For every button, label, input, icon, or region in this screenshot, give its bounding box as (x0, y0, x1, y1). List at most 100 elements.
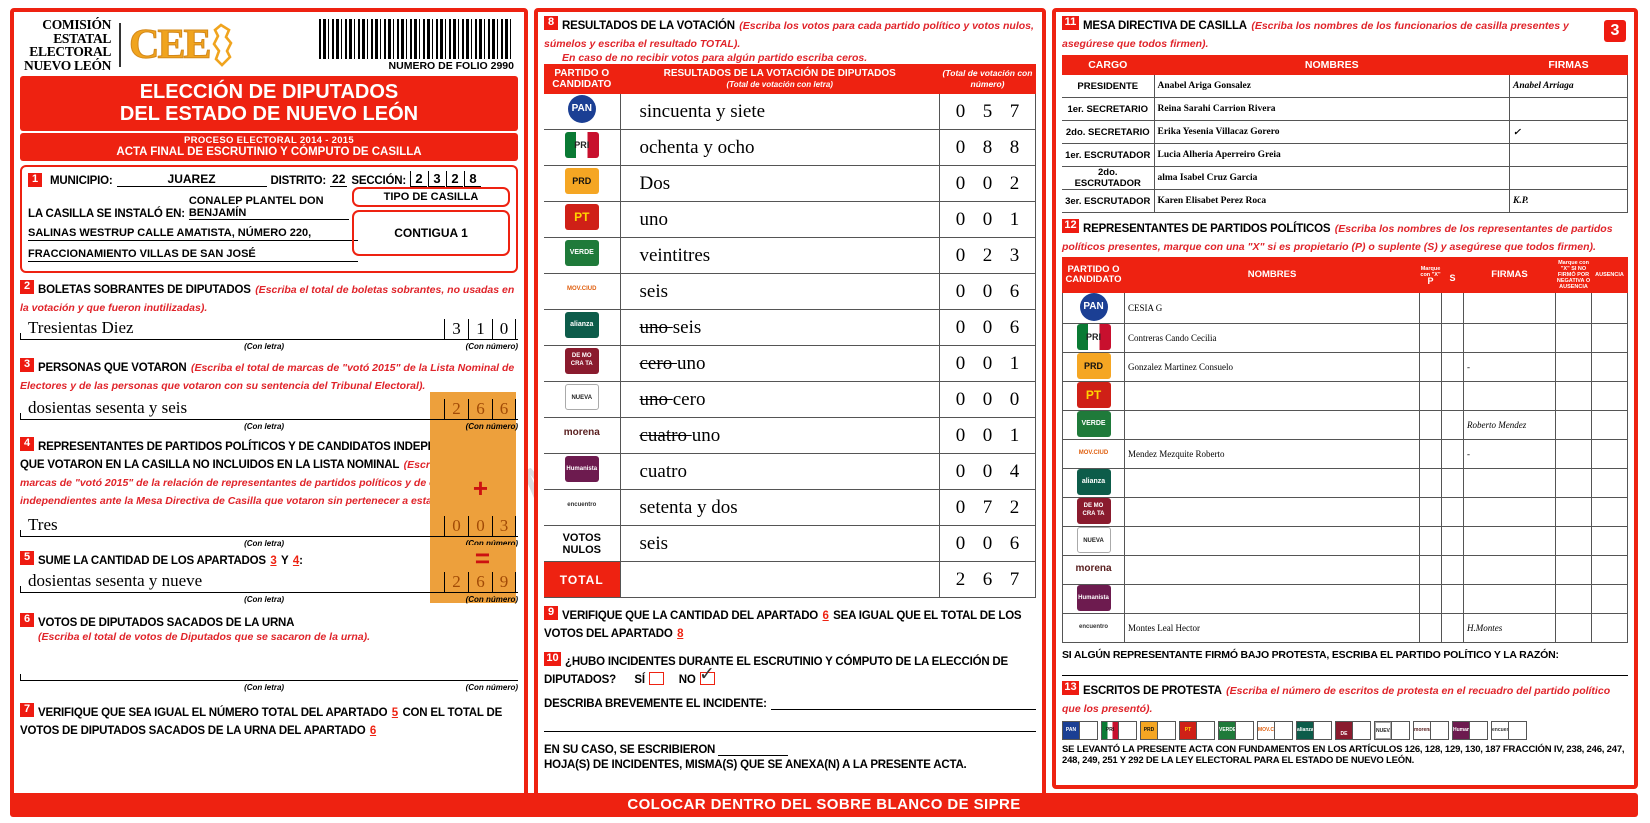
protest-count-input[interactable] (1470, 722, 1487, 739)
hojas-input[interactable] (718, 744, 789, 756)
propietario-cell[interactable] (1419, 555, 1442, 585)
propietario-cell[interactable] (1419, 381, 1442, 411)
suplente-cell[interactable] (1441, 555, 1464, 585)
protesta-input[interactable] (1062, 663, 1628, 676)
suplente-cell[interactable] (1441, 292, 1464, 324)
suplente-cell[interactable] (1441, 439, 1464, 469)
firma-cell[interactable]: Roberto Mendez (1463, 410, 1556, 440)
firma-cell[interactable]: - (1463, 352, 1556, 382)
section-2-digits[interactable]: 3 1 0 (444, 319, 516, 339)
propietario-cell[interactable] (1419, 292, 1442, 324)
firma-cell[interactable] (1463, 497, 1556, 527)
protest-count-input[interactable] (1158, 722, 1175, 739)
protest-count-input[interactable] (1197, 722, 1214, 739)
votes-letters-cell[interactable]: cero uno (619, 345, 940, 382)
ausencia-cell[interactable] (1591, 352, 1628, 382)
votes-letters-cell[interactable]: setenta y dos (619, 489, 940, 526)
ausencia-cell[interactable] (1591, 526, 1628, 556)
votes-letters-cell[interactable]: veintitres (619, 237, 940, 274)
ausencia-cell[interactable] (1591, 292, 1628, 324)
total-letters-cell[interactable] (619, 561, 940, 598)
section-2-letters[interactable]: Tresientas Diez (28, 318, 134, 337)
nombre-cell[interactable] (1124, 497, 1420, 527)
nombre-cell[interactable] (1124, 468, 1420, 498)
ausencia-cell[interactable] (1591, 584, 1628, 614)
protest-box[interactable]: VERDE (1218, 721, 1254, 740)
firma-cell[interactable] (1463, 292, 1556, 324)
nombre-cell[interactable] (1124, 555, 1420, 585)
suplente-cell[interactable] (1441, 526, 1464, 556)
negativa-cell[interactable] (1555, 323, 1592, 353)
nombre-cell[interactable] (1124, 381, 1420, 411)
suplente-cell[interactable] (1441, 584, 1464, 614)
propietario-cell[interactable] (1419, 497, 1442, 527)
tipo-casilla-value[interactable]: CONTIGUA 1 (352, 210, 510, 256)
ausencia-cell[interactable] (1591, 468, 1628, 498)
nombre-cell[interactable]: Karen Elisabet Perez Roca (1153, 189, 1510, 213)
firma-cell[interactable] (1463, 323, 1556, 353)
protest-count-input[interactable] (1392, 722, 1409, 739)
firma-cell[interactable] (1509, 143, 1628, 167)
seccion-digits[interactable]: 2 3 2 8 (410, 171, 482, 187)
votes-letters-cell[interactable]: ochenta y ocho (619, 129, 940, 166)
propietario-cell[interactable] (1419, 584, 1442, 614)
ausencia-cell[interactable] (1591, 613, 1628, 643)
nombre-cell[interactable]: Gonzalez Martinez Consuelo (1124, 352, 1420, 382)
nombre-cell[interactable]: CESIA G (1124, 292, 1420, 324)
negativa-cell[interactable] (1555, 292, 1592, 324)
incident-input-1[interactable] (770, 698, 1036, 710)
nombre-cell[interactable]: Reina Sarahi Carrion Rivera (1153, 97, 1510, 121)
votes-letters-cell[interactable]: uno cero (619, 381, 940, 418)
firma-cell[interactable]: K.P. (1509, 189, 1628, 213)
si-checkbox[interactable] (649, 672, 665, 686)
nombre-cell[interactable]: alma Isabel Cruz Garcia (1153, 166, 1510, 190)
negativa-cell[interactable] (1555, 381, 1592, 411)
ausencia-cell[interactable] (1591, 555, 1628, 585)
ausencia-cell[interactable] (1591, 381, 1628, 411)
nombre-cell[interactable]: Lucia Alheria Aperreiro Greia (1153, 143, 1510, 167)
section-5-letters[interactable]: dosientas sesenta y nueve (28, 571, 203, 590)
protest-box[interactable]: DE MO CRA TA (1335, 721, 1371, 740)
protest-count-input[interactable] (1431, 722, 1448, 739)
address-line-1[interactable]: CONALEP PLANTEL DON BENJAMÍN (188, 195, 349, 220)
protest-box[interactable]: PRI (1101, 721, 1137, 740)
votes-letters-cell[interactable]: seis (619, 273, 940, 310)
votes-letters-cell[interactable]: cuatro (619, 453, 940, 490)
propietario-cell[interactable] (1419, 352, 1442, 382)
firma-cell[interactable]: H.Montes (1463, 613, 1556, 643)
nombre-cell[interactable]: Montes Leal Hector (1124, 613, 1420, 643)
firma-cell[interactable] (1509, 166, 1628, 190)
protest-count-input[interactable] (1275, 722, 1292, 739)
negativa-cell[interactable] (1555, 584, 1592, 614)
section-3-letters[interactable]: dosientas sesenta y seis (28, 398, 188, 417)
suplente-cell[interactable] (1441, 497, 1464, 527)
protest-box[interactable]: morena (1413, 721, 1449, 740)
suplente-cell[interactable] (1441, 352, 1464, 382)
nombre-cell[interactable]: Erika Yesenia Villacaz Gorero (1153, 120, 1510, 144)
suplente-cell[interactable] (1441, 613, 1464, 643)
firma-cell[interactable] (1463, 526, 1556, 556)
incident-input-2[interactable] (544, 716, 1036, 732)
protest-box[interactable]: NUEVA ALIANZA (1374, 721, 1410, 740)
negativa-cell[interactable] (1555, 555, 1592, 585)
nombre-cell[interactable] (1124, 410, 1420, 440)
protest-count-input[interactable] (1509, 722, 1526, 739)
